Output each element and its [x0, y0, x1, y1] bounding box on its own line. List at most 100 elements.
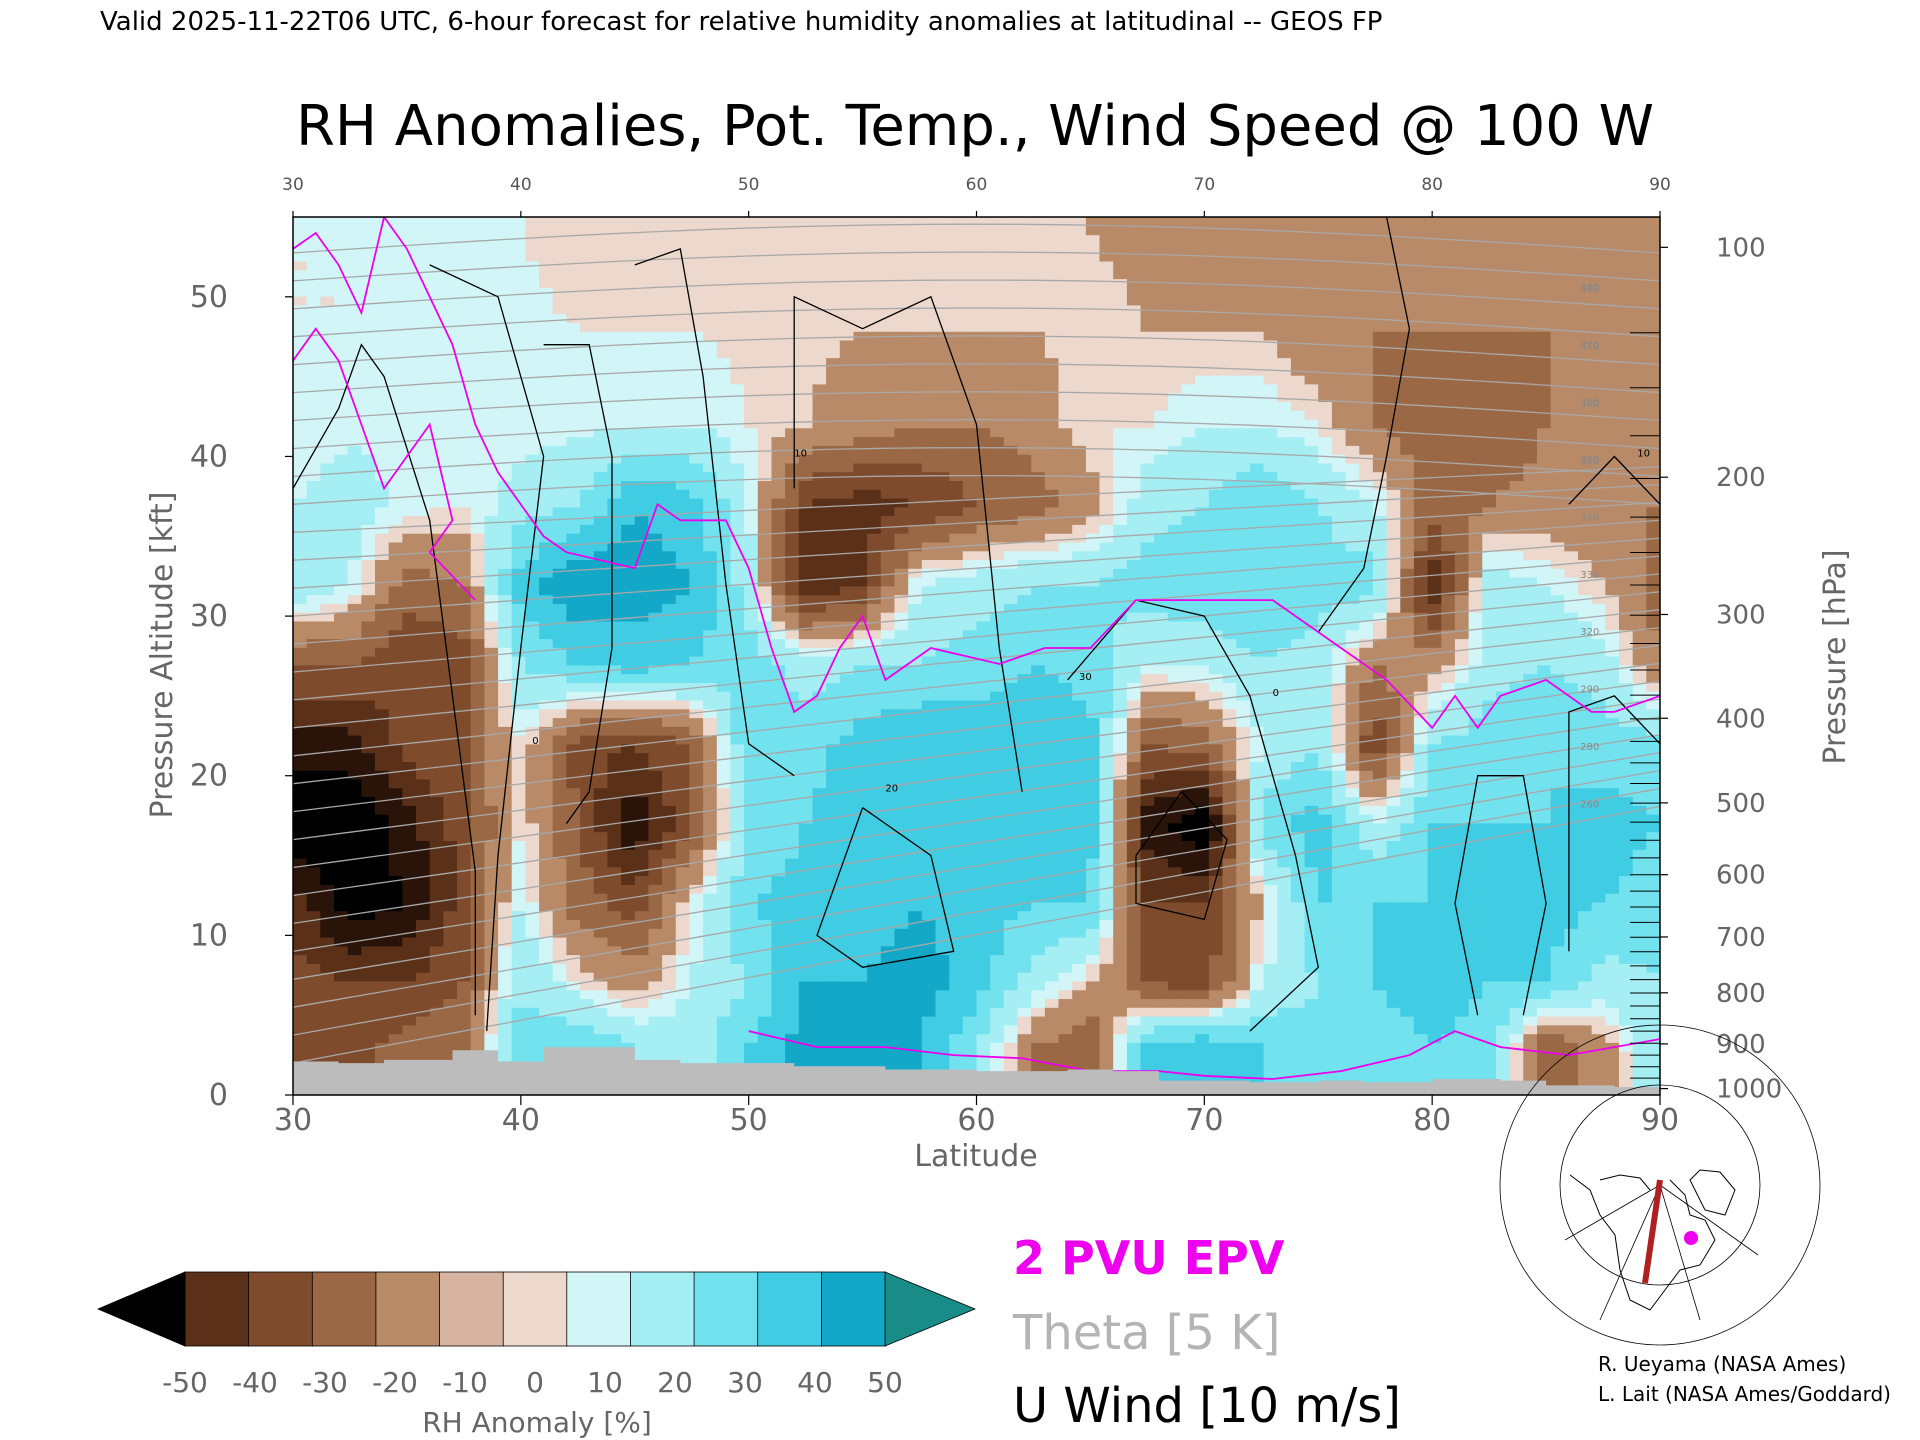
rh-cell: [416, 612, 431, 622]
rh-cell: [347, 252, 362, 262]
rh-cell: [552, 480, 567, 490]
rh-cell: [853, 392, 868, 402]
rh-cell: [539, 682, 554, 692]
rh-cell: [826, 691, 841, 701]
rh-cell: [839, 410, 855, 420]
rh-cell: [470, 1007, 485, 1017]
rh-cell: [867, 893, 882, 903]
rh-cell: [689, 269, 704, 280]
rh-cell: [525, 269, 540, 280]
rh-cell: [867, 717, 882, 727]
rh-cell: [511, 1051, 526, 1061]
rh-cell: [457, 664, 472, 675]
rh-cell: [539, 489, 554, 499]
rh-cell: [429, 664, 444, 675]
rh-cell: [662, 506, 677, 517]
rh-cell: [812, 278, 827, 288]
rh-cell: [361, 410, 376, 420]
rh-cell: [580, 743, 595, 754]
rh-cell: [293, 849, 308, 859]
rh-cell: [593, 454, 608, 464]
rh-cell: [511, 577, 526, 587]
rh-cell: [552, 471, 567, 481]
rh-cell: [949, 1042, 964, 1052]
rh-cell: [703, 445, 718, 455]
rh-cell: [484, 989, 499, 999]
rh-cell: [607, 1007, 622, 1017]
rh-cell: [648, 901, 663, 912]
rh-cell: [525, 383, 540, 394]
rh-cell: [621, 910, 636, 920]
rh-cell: [744, 585, 759, 596]
rh-cell: [498, 471, 513, 481]
rh-cell: [689, 524, 704, 534]
rh-cell: [580, 884, 595, 894]
rh-cell: [320, 682, 335, 692]
rh-cell: [566, 814, 581, 824]
rh-cell: [730, 919, 745, 929]
rh-cell: [361, 1051, 376, 1061]
rh-cell: [511, 919, 526, 929]
rh-cell: [429, 1024, 444, 1035]
rh-cell: [921, 559, 937, 569]
rh-cell: [498, 568, 513, 578]
rh-cell: [416, 664, 431, 675]
rh-cell: [853, 910, 868, 920]
rh-cell: [839, 699, 855, 710]
rh-cell: [935, 954, 950, 964]
rh-cell: [498, 304, 513, 315]
rh-cell: [498, 893, 513, 903]
rh-cell: [552, 708, 567, 719]
rh-cell: [457, 1024, 472, 1035]
rh-cell: [826, 313, 841, 323]
rh-cell: [498, 269, 513, 280]
rh-cell: [511, 410, 526, 420]
rh-cell: [320, 436, 335, 446]
rh-cell: [757, 260, 773, 271]
rh-cell: [716, 673, 732, 683]
rh-cell: [429, 445, 444, 455]
rh-cell: [935, 691, 950, 701]
rh-cell: [771, 937, 786, 947]
rh-cell: [580, 629, 595, 640]
rh-cell: [689, 691, 704, 701]
rh-cell: [867, 761, 882, 771]
rh-cell: [662, 383, 677, 394]
rh-cell: [634, 506, 650, 517]
rh-cell: [935, 682, 950, 692]
rh-cell: [593, 735, 608, 745]
rh-cell: [689, 954, 704, 964]
rh-cell: [593, 656, 608, 666]
rh-cell: [757, 375, 773, 385]
rh-cell: [839, 831, 855, 841]
rh-cell: [826, 348, 841, 359]
rh-cell: [908, 699, 923, 710]
rh-cell: [552, 296, 567, 306]
rh-cell: [539, 849, 554, 859]
rh-cell: [648, 743, 663, 754]
rh-cell: [894, 234, 909, 244]
rh-cell: [361, 313, 376, 323]
rh-cell: [484, 506, 499, 517]
rh-cell: [580, 524, 595, 534]
rh-cell: [757, 225, 773, 236]
rh-cell: [511, 322, 526, 332]
rh-cell: [935, 550, 950, 560]
rh-cell: [566, 1016, 581, 1026]
rh-cell: [689, 357, 704, 367]
rh-cell: [320, 963, 335, 973]
rh-cell: [402, 278, 417, 288]
rh-cell: [757, 699, 773, 710]
rh-cell: [949, 708, 964, 719]
rh-cell: [949, 778, 964, 789]
rh-cell: [306, 875, 321, 885]
rh-cell: [484, 243, 499, 253]
rh-cell: [662, 1033, 677, 1043]
rh-cell: [757, 568, 773, 578]
rh-cell: [757, 1033, 773, 1043]
rh-cell: [675, 726, 691, 736]
rh-cell: [908, 462, 923, 473]
rh-cell: [388, 805, 403, 815]
rh-cell: [894, 963, 909, 973]
rh-cell: [484, 559, 499, 569]
